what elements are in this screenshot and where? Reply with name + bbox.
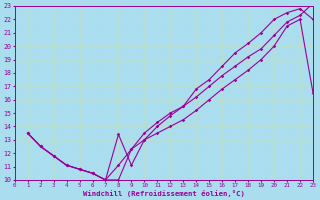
X-axis label: Windchill (Refroidissement éolien,°C): Windchill (Refroidissement éolien,°C) — [83, 190, 245, 197]
